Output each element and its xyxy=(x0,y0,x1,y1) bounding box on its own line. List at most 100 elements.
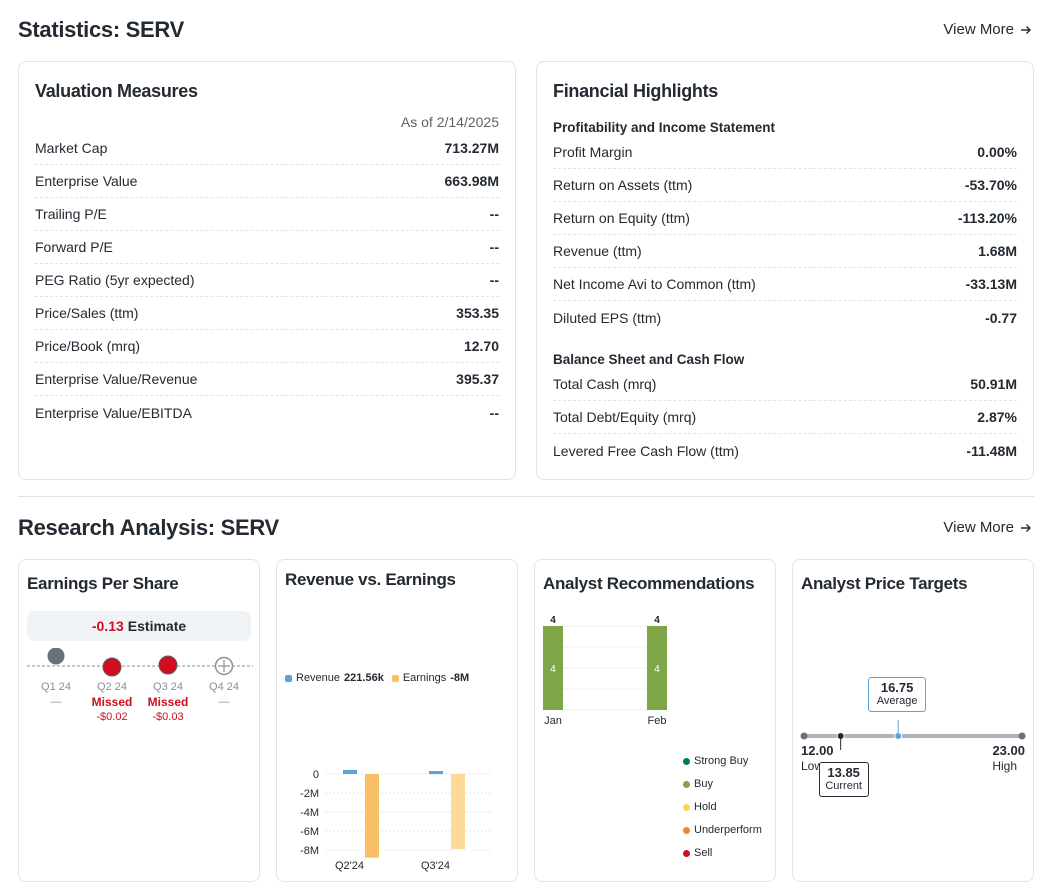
y-tick-label: 0 xyxy=(313,769,319,781)
high-marker xyxy=(1018,732,1026,740)
research-view-more-link[interactable]: View More xyxy=(943,519,1032,536)
bar-total-label: 4 xyxy=(654,615,660,626)
reco-legend-item: Strong Buy xyxy=(683,755,748,767)
valuation-measures-card: Valuation Measures As of 2/14/2025 Marke… xyxy=(18,61,516,480)
revenue-legend-label: Revenue xyxy=(296,672,341,684)
research-title: Research Analysis: SERV xyxy=(18,515,279,540)
stat-row: Market Cap 713.27M xyxy=(35,132,499,165)
stat-row: Enterprise Value 663.98M xyxy=(35,165,499,198)
stat-value: -- xyxy=(489,272,499,288)
price-targets-title: Analyst Price Targets xyxy=(801,574,968,593)
eps-title: Earnings Per Share xyxy=(27,574,179,593)
revenue-earnings-chart: 0 -2M -4M -6M -8M Q2'24 Q3'24 xyxy=(300,769,493,872)
stat-label: Forward P/E xyxy=(35,239,113,255)
earnings-bar xyxy=(365,774,379,858)
current-price-value: 13.85 xyxy=(827,765,860,780)
statistics-title: Statistics: SERV xyxy=(18,17,184,42)
x-category-label: Jan xyxy=(544,715,562,727)
rev-earn-title: Revenue vs. Earnings xyxy=(285,570,456,589)
earnings-bar xyxy=(451,774,465,850)
stat-label: Levered Free Cash Flow (ttm) xyxy=(553,442,739,459)
stat-label: Net Income Avi to Common (ttm) xyxy=(553,276,756,292)
stat-label: Total Debt/Equity (mrq) xyxy=(553,409,697,425)
buy-bar xyxy=(543,626,563,710)
eps-diff: — xyxy=(218,696,230,708)
stat-label: Price/Sales (ttm) xyxy=(35,305,139,321)
bar-value-label: 4 xyxy=(654,664,660,675)
revenue-bar xyxy=(343,769,357,774)
y-tick-label: -8M xyxy=(300,845,319,857)
stat-label: PEG Ratio (5yr expected) xyxy=(35,272,195,288)
stat-label: Diluted EPS (ttm) xyxy=(553,309,662,326)
eps-quarter-label: Q1 24 xyxy=(41,681,71,693)
stat-label: Price/Book (mrq) xyxy=(35,338,141,354)
stat-value: 395.37 xyxy=(456,371,499,387)
eps-estimate-value: -0.13 xyxy=(91,618,124,634)
revenue-bar xyxy=(429,771,443,775)
stat-row: Trailing P/E -- xyxy=(35,198,499,231)
eps-quarter-label: Q2 24 xyxy=(97,681,127,693)
analyst-price-targets-card[interactable]: Analyst Price Targets 16.75 Average 12.0… xyxy=(792,559,1034,882)
statistics-view-more-link[interactable]: View More xyxy=(943,21,1032,38)
eps-diff: — xyxy=(50,696,62,708)
legend-dot-icon xyxy=(683,780,690,788)
as-of-date: As of 2/14/2025 xyxy=(400,114,499,130)
stat-row: Diluted EPS (ttm) -0.77 xyxy=(553,301,1017,334)
legend-dot-icon xyxy=(683,757,690,765)
eps-dot-q4-target-icon xyxy=(214,656,234,676)
y-tick-label: -2M xyxy=(300,788,319,800)
stat-value: -113.20% xyxy=(957,210,1017,226)
stat-label: Enterprise Value/Revenue xyxy=(35,371,198,387)
arrow-right-icon xyxy=(1021,25,1031,34)
average-target-label: Average xyxy=(876,695,918,707)
section-divider xyxy=(18,496,1034,497)
eps-status: Missed xyxy=(147,695,189,709)
stat-row: Return on Equity (ttm) -113.20% xyxy=(553,202,1017,235)
low-marker xyxy=(800,732,808,740)
bar-total-label: 4 xyxy=(550,615,556,626)
stat-value: -- xyxy=(489,239,499,255)
eps-quarter: Q4 24 — xyxy=(194,680,254,710)
stat-label: Total Cash (mrq) xyxy=(553,376,657,392)
earnings-legend-value: -8M xyxy=(450,672,470,684)
legend-label: Sell xyxy=(694,847,713,859)
view-more-label: View More xyxy=(943,21,1014,38)
stat-row: Revenue (ttm) 1.68M xyxy=(553,235,1017,268)
legend-label: Strong Buy xyxy=(694,755,749,767)
stat-row: Enterprise Value/Revenue 395.37 xyxy=(35,363,499,396)
x-category-label: Q2'24 xyxy=(335,860,364,872)
price-target-range xyxy=(800,720,1026,750)
reco-title: Analyst Recommendations xyxy=(543,574,755,593)
earnings-per-share-card[interactable]: Earnings Per Share -0.13 Estimate Q1 24 —… xyxy=(18,559,260,882)
stat-row: Net Income Avi to Common (ttm) -33.13M xyxy=(553,268,1017,301)
financial-title: Financial Highlights xyxy=(553,81,719,101)
y-tick-label: -6M xyxy=(300,826,319,838)
stat-value: -53.70% xyxy=(964,177,1017,193)
y-tick-label: -4M xyxy=(300,807,319,819)
high-target-value: 23.00 xyxy=(992,743,1025,758)
stat-value: 2.87% xyxy=(977,409,1017,425)
stat-row: Forward P/E -- xyxy=(35,231,499,264)
stat-value: -11.48M xyxy=(966,442,1017,459)
stat-label: Return on Equity (ttm) xyxy=(553,210,690,226)
stat-row: Return on Assets (ttm) -53.70% xyxy=(553,169,1017,202)
average-target-box: 16.75 Average xyxy=(868,677,927,712)
legend-label: Buy xyxy=(694,778,713,790)
revenue-vs-earnings-card[interactable]: Revenue vs. Earnings Revenue 221.56k Ear… xyxy=(276,559,518,882)
eps-quarter: Q2 24 Missed -$0.02 xyxy=(82,680,142,725)
eps-diff: -$0.02 xyxy=(96,711,128,723)
stat-row: Levered Free Cash Flow (ttm) -11.48M xyxy=(553,434,1017,467)
stat-value: -33.13M xyxy=(965,276,1017,292)
stat-value: -0.77 xyxy=(985,309,1017,326)
legend-dot-icon xyxy=(683,803,690,811)
stat-value: -- xyxy=(489,206,499,222)
financial-highlights-card: Financial Highlights Profitability and I… xyxy=(536,61,1034,480)
analyst-recommendations-card[interactable]: Analyst Recommendations 4 4 Jan 4 4 Feb Stron… xyxy=(534,559,776,882)
eps-status: Missed xyxy=(91,695,133,709)
low-target-value: 12.00 xyxy=(801,743,834,758)
earnings-legend-label: Earnings xyxy=(402,672,447,684)
stat-row: Profit Margin 0.00% xyxy=(553,136,1017,169)
stat-value: -- xyxy=(489,404,499,421)
eps-dots-chart xyxy=(27,648,253,677)
recommendations-chart: 4 4 Jan 4 4 Feb xyxy=(543,615,667,727)
